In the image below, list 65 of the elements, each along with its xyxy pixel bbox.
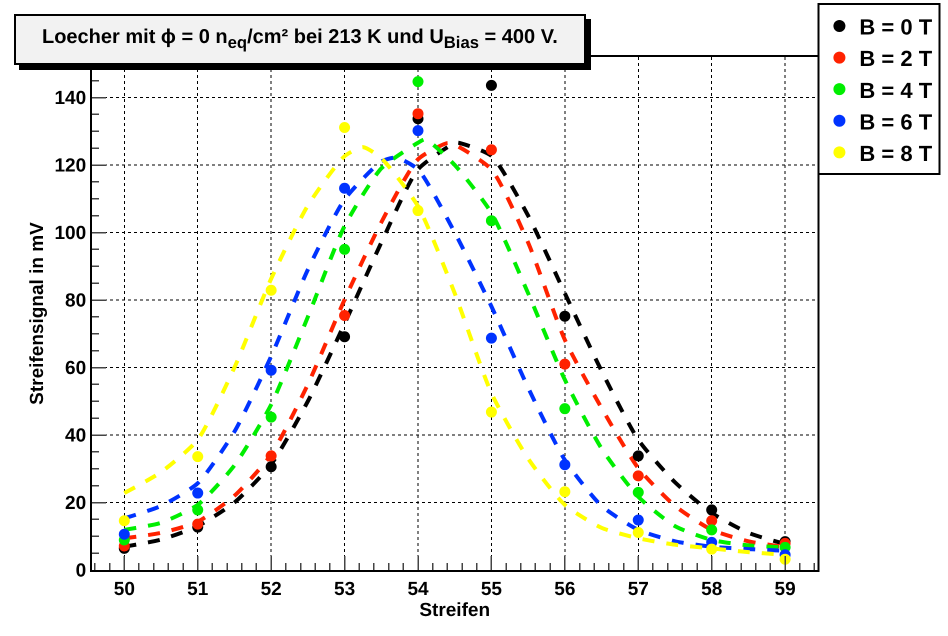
point — [118, 515, 130, 526]
y-tick-label: 60 — [65, 358, 86, 380]
point — [266, 284, 277, 296]
point — [486, 406, 497, 418]
point — [706, 524, 718, 536]
point — [192, 488, 204, 499]
point — [339, 310, 350, 322]
x-tick-label: 56 — [554, 578, 576, 600]
point — [339, 244, 350, 255]
x-tick-label: 54 — [407, 578, 429, 600]
point — [266, 412, 277, 423]
y-tick-label: 40 — [65, 426, 86, 447]
x-tick-label: 51 — [187, 578, 209, 600]
point — [266, 364, 277, 376]
legend-label: B = 4 T — [859, 78, 933, 103]
point — [632, 470, 644, 482]
point — [192, 504, 204, 516]
x-axis-title: Streifen — [419, 600, 490, 622]
point — [486, 80, 497, 91]
x-tick-label: 50 — [114, 578, 135, 600]
point — [339, 122, 350, 134]
chart-title: Loecher mit ϕ = 0 n$_{eq}$/cm² bei 213 K und U$_{Bias}$ = 400 V. — [14, 14, 586, 65]
point — [412, 108, 424, 120]
point — [412, 205, 424, 216]
legend-label: B = 0 T — [859, 14, 933, 40]
point — [706, 544, 718, 555]
x-tick-label: 58 — [701, 578, 722, 600]
point — [192, 451, 204, 462]
point — [706, 504, 718, 516]
y-tick-label: 100 — [54, 223, 86, 244]
y-tick-label: 0 — [76, 560, 86, 582]
point — [559, 403, 570, 414]
x-tick-label: 57 — [628, 578, 649, 600]
point — [559, 358, 570, 370]
point — [412, 76, 424, 88]
point — [486, 332, 497, 344]
x-tick-label: 55 — [480, 578, 502, 600]
point — [339, 182, 350, 194]
y-axis-title: Streifensignal in mV — [26, 222, 48, 405]
legend-label: B = 2 T — [859, 46, 933, 72]
point — [266, 461, 277, 472]
point — [339, 331, 350, 342]
y-tick-label: 140 — [54, 88, 86, 110]
point — [412, 125, 424, 136]
point — [632, 527, 644, 538]
legend-label: B = 6 T — [859, 109, 933, 134]
y-tick-label: 80 — [65, 290, 86, 312]
point — [632, 450, 644, 462]
point — [632, 486, 644, 498]
legend-label: B = 8 T — [859, 140, 933, 166]
y-tick-label: 120 — [54, 156, 86, 177]
x-tick-label: 52 — [260, 578, 282, 600]
point — [118, 528, 130, 540]
point — [706, 515, 718, 526]
point — [486, 215, 497, 226]
point — [559, 459, 570, 470]
point — [486, 144, 497, 156]
x-tick-label: 53 — [334, 578, 356, 600]
point — [559, 486, 570, 498]
point — [559, 310, 570, 322]
y-tick-label: 20 — [65, 493, 86, 514]
point — [192, 518, 204, 530]
point — [632, 514, 644, 526]
point — [266, 450, 277, 462]
x-tick-label: 59 — [774, 578, 796, 600]
